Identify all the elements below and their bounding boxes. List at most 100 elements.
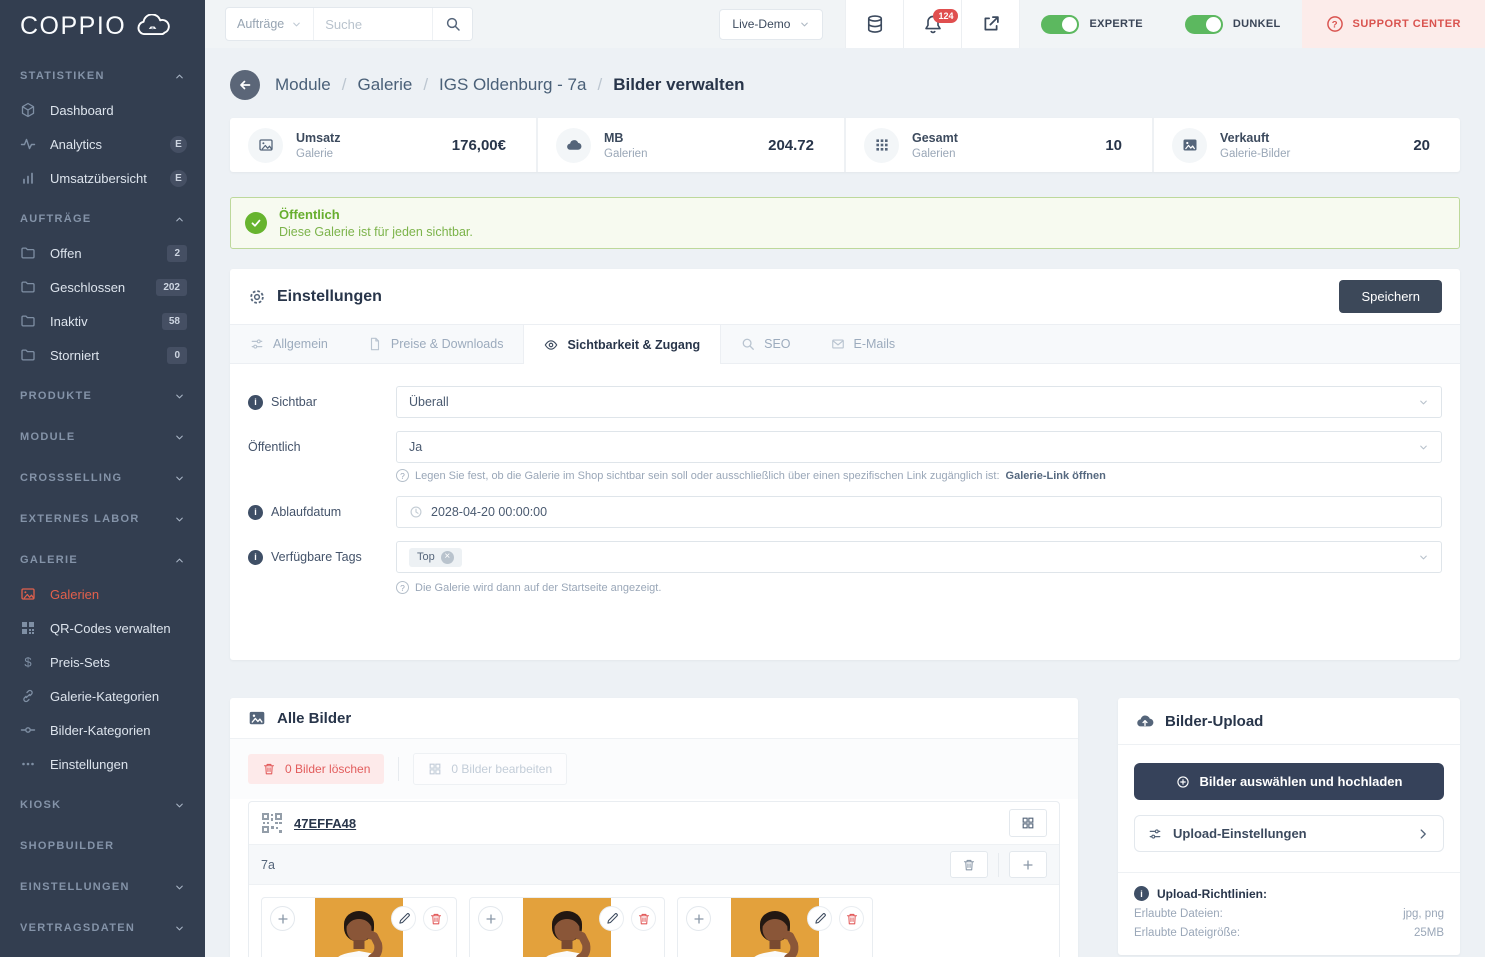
sidebar-item-bilder-kategorien[interactable]: Bilder-Kategorien [0,713,205,747]
edit-images-button[interactable]: 0 Bilder bearbeiten [413,753,568,785]
tab-sichtbarkeit-zugang[interactable]: Sichtbarkeit & Zugang [523,325,722,364]
stat-value: 176,00€ [451,136,506,154]
sidebar-section-externes-labor[interactable]: EXTERNES LABOR [0,502,205,536]
dunkel-toggle[interactable] [1184,14,1223,34]
search-category-dropdown[interactable]: Aufträge [226,8,315,40]
external-link-button[interactable] [962,0,1021,48]
notification-badge: 124 [933,9,959,23]
breadcrumb-galerie[interactable]: Galerie [357,75,413,94]
delete-image-button[interactable] [423,906,448,931]
sidebar-section-einstellungen[interactable]: EINSTELLUNGEN [0,870,205,904]
sidebar-item-dashboard[interactable]: Dashboard [0,93,205,127]
breadcrumb-module[interactable]: Module [275,75,331,94]
gallery-photo[interactable] [523,898,611,957]
upload-settings-button[interactable]: Upload-Einstellungen [1134,815,1444,852]
section-title: SHOPBUILDER [20,840,115,852]
image-card: Umsatz:0,00 € Prod. / Dl.:0 / 0 Stk. [261,897,457,957]
gallery-photo[interactable] [315,898,403,957]
save-button[interactable]: Speichern [1339,280,1442,313]
sidebar-section-module[interactable]: MODULE [0,420,205,454]
sidebar-item-galerien[interactable]: Galerien [0,577,205,611]
group-grid-button[interactable] [1009,809,1047,837]
search-button[interactable] [432,8,473,40]
item-badge: 2 [167,244,187,262]
sichtbar-value: Überall [409,395,449,409]
chevron-down-icon [1418,397,1429,408]
app-logo[interactable]: COPPIO [0,0,205,52]
tags-select[interactable]: Top × [396,541,1442,573]
settings-panel: Einstellungen Speichern Allgemein Preise… [230,269,1460,660]
delete-images-button[interactable]: 0 Bilder löschen [248,754,385,784]
search-input[interactable] [314,16,433,32]
select-image-button[interactable] [686,906,711,931]
sidebar-section-vertragsdaten[interactable]: VERTRAGSDATEN [0,911,205,945]
environment-dropdown[interactable]: Live-Demo [719,8,824,40]
breadcrumb: Module / Galerie / IGS Oldenburg - 7a / … [230,70,1460,100]
sidebar-section-auftraege[interactable]: AUFTRÄGE [0,202,205,236]
trash-icon [637,912,651,926]
sidebar-item-label: Bilder-Kategorien [50,722,151,738]
select-image-button[interactable] [478,906,503,931]
sidebar-item-preis-sets[interactable]: Preis-Sets [0,645,205,679]
nodes-icon [20,722,37,738]
folder-icon [20,279,37,295]
sidebar-section-produkte[interactable]: PRODUKTE [0,379,205,413]
sidebar-item-geschlossen[interactable]: Geschlossen 202 [0,270,205,304]
sidebar-section-statistiken[interactable]: STATISTIKEN [0,59,205,93]
tab-seo[interactable]: SEO [721,325,810,363]
subgroup-add-button[interactable] [1009,851,1047,878]
oeffentlich-select[interactable]: Ja [396,431,1442,463]
image-card: Umsatz:0,00 € Prod. / Dl.:0 / 0 Stk. [469,897,665,957]
item-badge: E [170,169,187,187]
edit-image-button[interactable] [807,906,832,931]
section-title: CROSSSELLING [20,472,123,484]
sidebar-item-galerie-kategorien[interactable]: Galerie-Kategorien [0,679,205,713]
select-image-button[interactable] [270,906,295,931]
sidebar-item-einstellungen[interactable]: Einstellungen [0,747,205,781]
eye-icon [544,338,558,352]
ablaufdatum-input[interactable]: 2028-04-20 00:00:00 [396,496,1442,528]
folder-icon [20,347,37,363]
delete-image-button[interactable] [839,906,864,931]
sidebar-item-offen[interactable]: Offen 2 [0,236,205,270]
sidebar-item-analytics[interactable]: Analytics E [0,127,205,161]
chevron-down-icon [799,19,810,30]
sidebar-item-inaktiv[interactable]: Inaktiv 58 [0,304,205,338]
upload-images-button[interactable]: Bilder auswählen und hochladen [1134,763,1444,800]
breadcrumb-gallery-name[interactable]: IGS Oldenburg - 7a [439,75,587,94]
experte-toggle[interactable] [1041,14,1080,34]
galerie-link-oeffnen-link[interactable]: Galerie-Link öffnen [1005,469,1106,482]
sichtbar-select[interactable]: Überall [396,386,1442,418]
sidebar-section-crossselling[interactable]: CROSSSELLING [0,461,205,495]
tab-preise-downloads[interactable]: Preise & Downloads [348,325,524,363]
tab-emails[interactable]: E-Mails [811,325,916,363]
section-title: EINSTELLUNGEN [20,881,130,893]
delete-image-button[interactable] [631,906,656,931]
breadcrumb-separator: / [597,75,603,94]
support-center-button[interactable]: SUPPORT CENTER [1301,0,1485,48]
tag-label: Top [417,551,435,563]
stat-verkauft: Verkauft Galerie-Bilder 20 [1152,118,1460,172]
sidebar-item-storniert[interactable]: Storniert 0 [0,338,205,372]
remove-tag-icon[interactable]: × [440,550,454,564]
sidebar-item-label: QR-Codes verwalten [50,620,171,636]
gallery-photo[interactable] [731,898,819,957]
tab-allgemein[interactable]: Allgemein [230,325,348,363]
sidebar-item-umsatzuebersicht[interactable]: Umsatzübersicht E [0,161,205,195]
sidebar-section-shopbuilder[interactable]: SHOPBUILDER [0,829,205,863]
sidebar-item-label: Preis-Sets [50,654,110,670]
database-button[interactable] [846,0,905,48]
subgroup-delete-button[interactable] [950,851,988,878]
grid-icon [1021,816,1035,830]
sidebar-section-galerie[interactable]: GALERIE [0,543,205,577]
back-button[interactable] [230,70,260,100]
edit-image-button[interactable] [599,906,624,931]
sidebar-item-label: Galerie-Kategorien [50,688,160,704]
gallery-code-link[interactable]: 47EFFA48 [294,815,357,831]
sidebar-section-kiosk[interactable]: KIOSK [0,788,205,822]
sidebar-section-hilfe[interactable]: HILFE [0,952,205,957]
edit-image-button[interactable] [391,906,416,931]
sidebar-item-qr-codes[interactable]: QR-Codes verwalten [0,611,205,645]
notifications-button[interactable]: 124 [904,0,963,48]
page-title: Bilder verwalten [613,75,745,94]
